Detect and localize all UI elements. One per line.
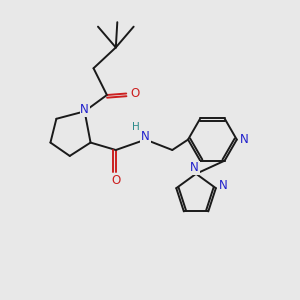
- Text: N: N: [219, 179, 228, 192]
- Text: N: N: [80, 103, 89, 116]
- Text: N: N: [190, 161, 199, 174]
- Text: H: H: [132, 122, 140, 132]
- Text: O: O: [130, 87, 139, 100]
- Text: N: N: [240, 133, 249, 146]
- Text: N: N: [141, 130, 150, 142]
- Text: O: O: [111, 174, 120, 187]
